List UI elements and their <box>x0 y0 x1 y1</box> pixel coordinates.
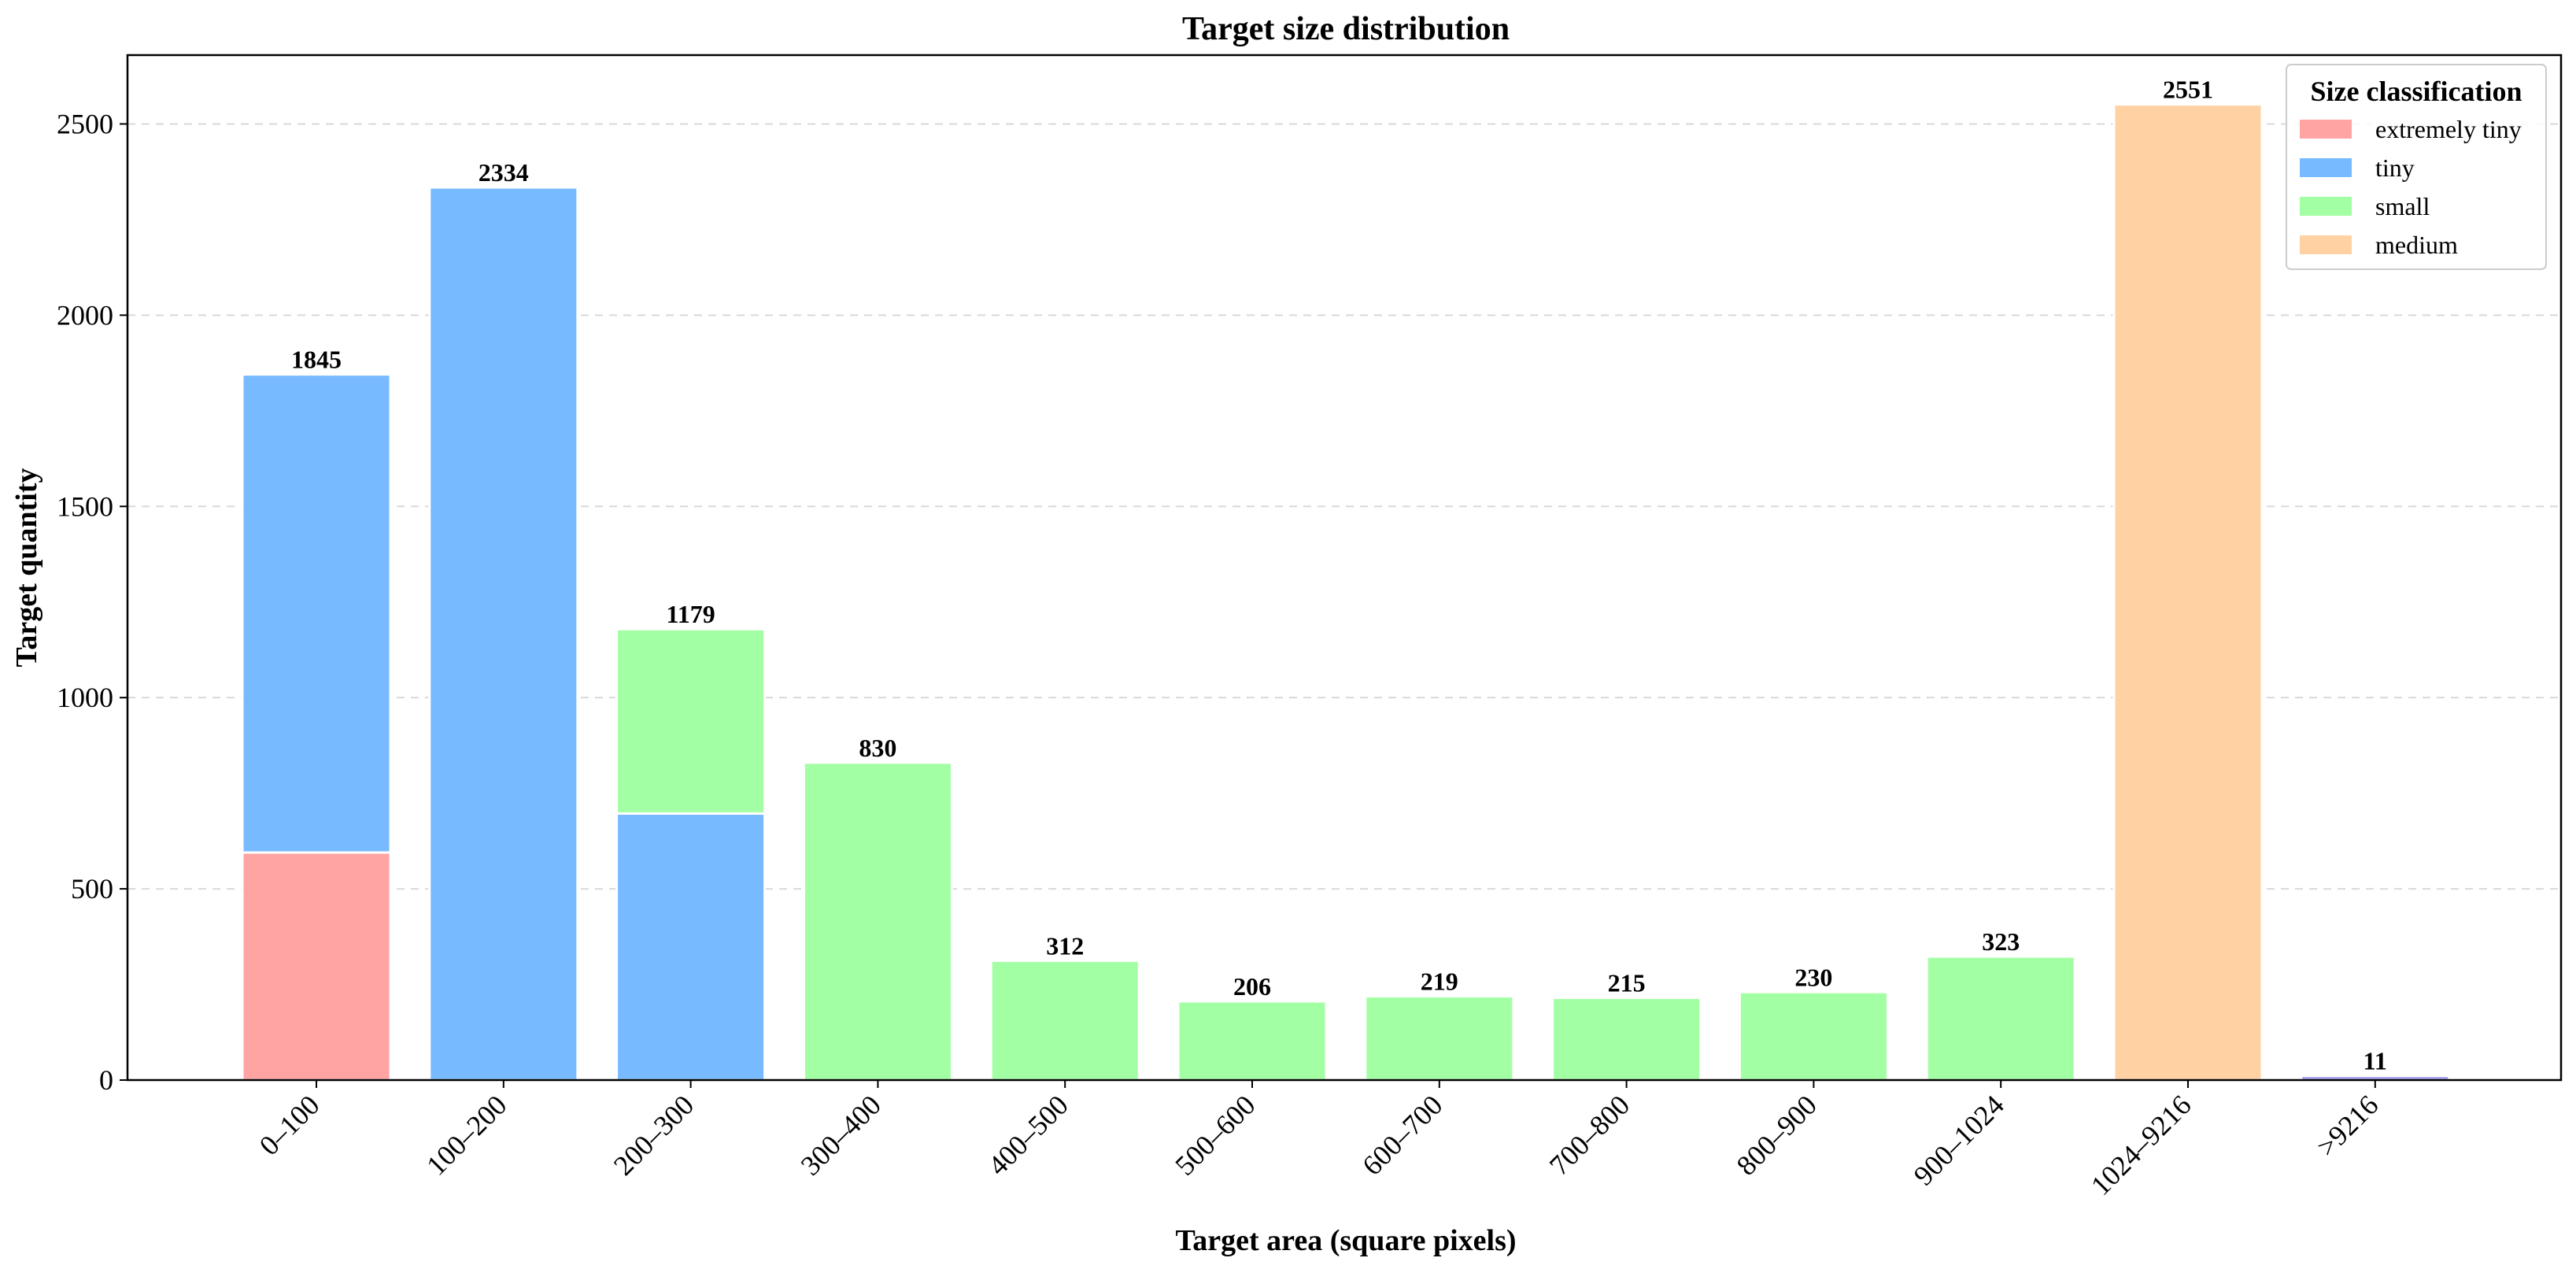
bar-segment <box>2112 103 2264 1082</box>
x-tick-label: 100–200 <box>420 1089 512 1181</box>
legend-swatch <box>2300 158 2352 177</box>
bar-value-label: 1179 <box>666 600 715 628</box>
y-tick-label: 2000 <box>57 299 113 331</box>
legend-swatch <box>2300 197 2352 216</box>
bar-value-label: 2551 <box>2163 76 2213 104</box>
bar-value-label: 312 <box>1046 931 1084 960</box>
legend-label: medium <box>2375 231 2458 259</box>
legend-label: tiny <box>2375 154 2415 182</box>
legend-label: small <box>2375 192 2430 220</box>
x-tick-label: 800–900 <box>1731 1089 1823 1181</box>
x-tick-label: 1024–9216 <box>2085 1089 2197 1201</box>
bar-segment <box>989 959 1140 1082</box>
x-tick-label: 500–600 <box>1169 1089 1261 1181</box>
x-tick-label: 600–700 <box>1356 1089 1448 1181</box>
plot-frame <box>126 54 2563 1082</box>
chart-title: Target size distribution <box>1182 11 1510 47</box>
y-tick-label: 0 <box>99 1064 113 1096</box>
bars <box>241 103 2451 1082</box>
bar-segment <box>241 851 392 1082</box>
x-tick-label: 0–100 <box>253 1089 326 1161</box>
x-tick-label: >9216 <box>2311 1089 2385 1163</box>
x-tick-label: 200–300 <box>608 1089 700 1181</box>
bar-value-labels: 1845 2334 1179 830 312 206 219 215 230 323 2551 11 <box>291 76 2387 1075</box>
bar-segment <box>615 627 767 815</box>
bar-segment <box>1177 1000 1328 1082</box>
legend: Size classification extremely tiny tiny sm… <box>2286 64 2547 270</box>
y-tick-label: 2500 <box>57 108 113 139</box>
legend-label: extremely tiny <box>2375 115 2522 143</box>
bar-value-label: 323 <box>1982 927 2020 956</box>
y-axis-title: Target quantity <box>10 468 43 667</box>
bar-value-label: 206 <box>1233 972 1271 1001</box>
y-tick-label: 1000 <box>57 682 113 713</box>
bar-value-label: 215 <box>1608 969 1646 997</box>
bar-value-label: 219 <box>1421 967 1458 996</box>
x-tick-label: 700–800 <box>1543 1089 1635 1181</box>
bar-value-label: 230 <box>1794 963 1832 991</box>
legend-swatch <box>2300 120 2352 139</box>
bar-segment <box>1364 995 1515 1082</box>
y-tick-label: 1500 <box>57 490 113 522</box>
bar-value-label: 1845 <box>291 346 342 374</box>
bar-segment <box>428 186 579 1082</box>
legend-box <box>2286 64 2547 270</box>
y-tick-label: 500 <box>71 873 113 905</box>
bar-value-label: 830 <box>859 734 896 762</box>
x-tick-label: 300–400 <box>795 1089 887 1181</box>
x-tick-label: 900–1024 <box>1908 1089 2010 1191</box>
bar-segment <box>1925 955 2076 1082</box>
x-axis-title: Target area (square pixels) <box>1175 1224 1516 1257</box>
bar-value-label: 11 <box>2363 1047 2387 1075</box>
y-axis: 0 500 1000 1500 2000 2500 <box>57 108 128 1096</box>
x-tick-label: 400–500 <box>981 1089 1074 1181</box>
bar-segment <box>802 761 953 1082</box>
bar-segment <box>241 373 392 854</box>
legend-title: Size classification <box>2311 76 2522 107</box>
legend-swatch <box>2300 235 2352 254</box>
bar-segment <box>615 812 767 1082</box>
x-axis: 0–100 100–200 200–300 300–400 400–500 500–600… <box>253 1080 2385 1201</box>
bar-segment <box>1551 997 1702 1082</box>
bar-segment <box>1738 990 1889 1082</box>
legend-items: extremely tiny tiny small medium <box>2300 115 2522 259</box>
bar-value-label: 2334 <box>479 158 529 187</box>
